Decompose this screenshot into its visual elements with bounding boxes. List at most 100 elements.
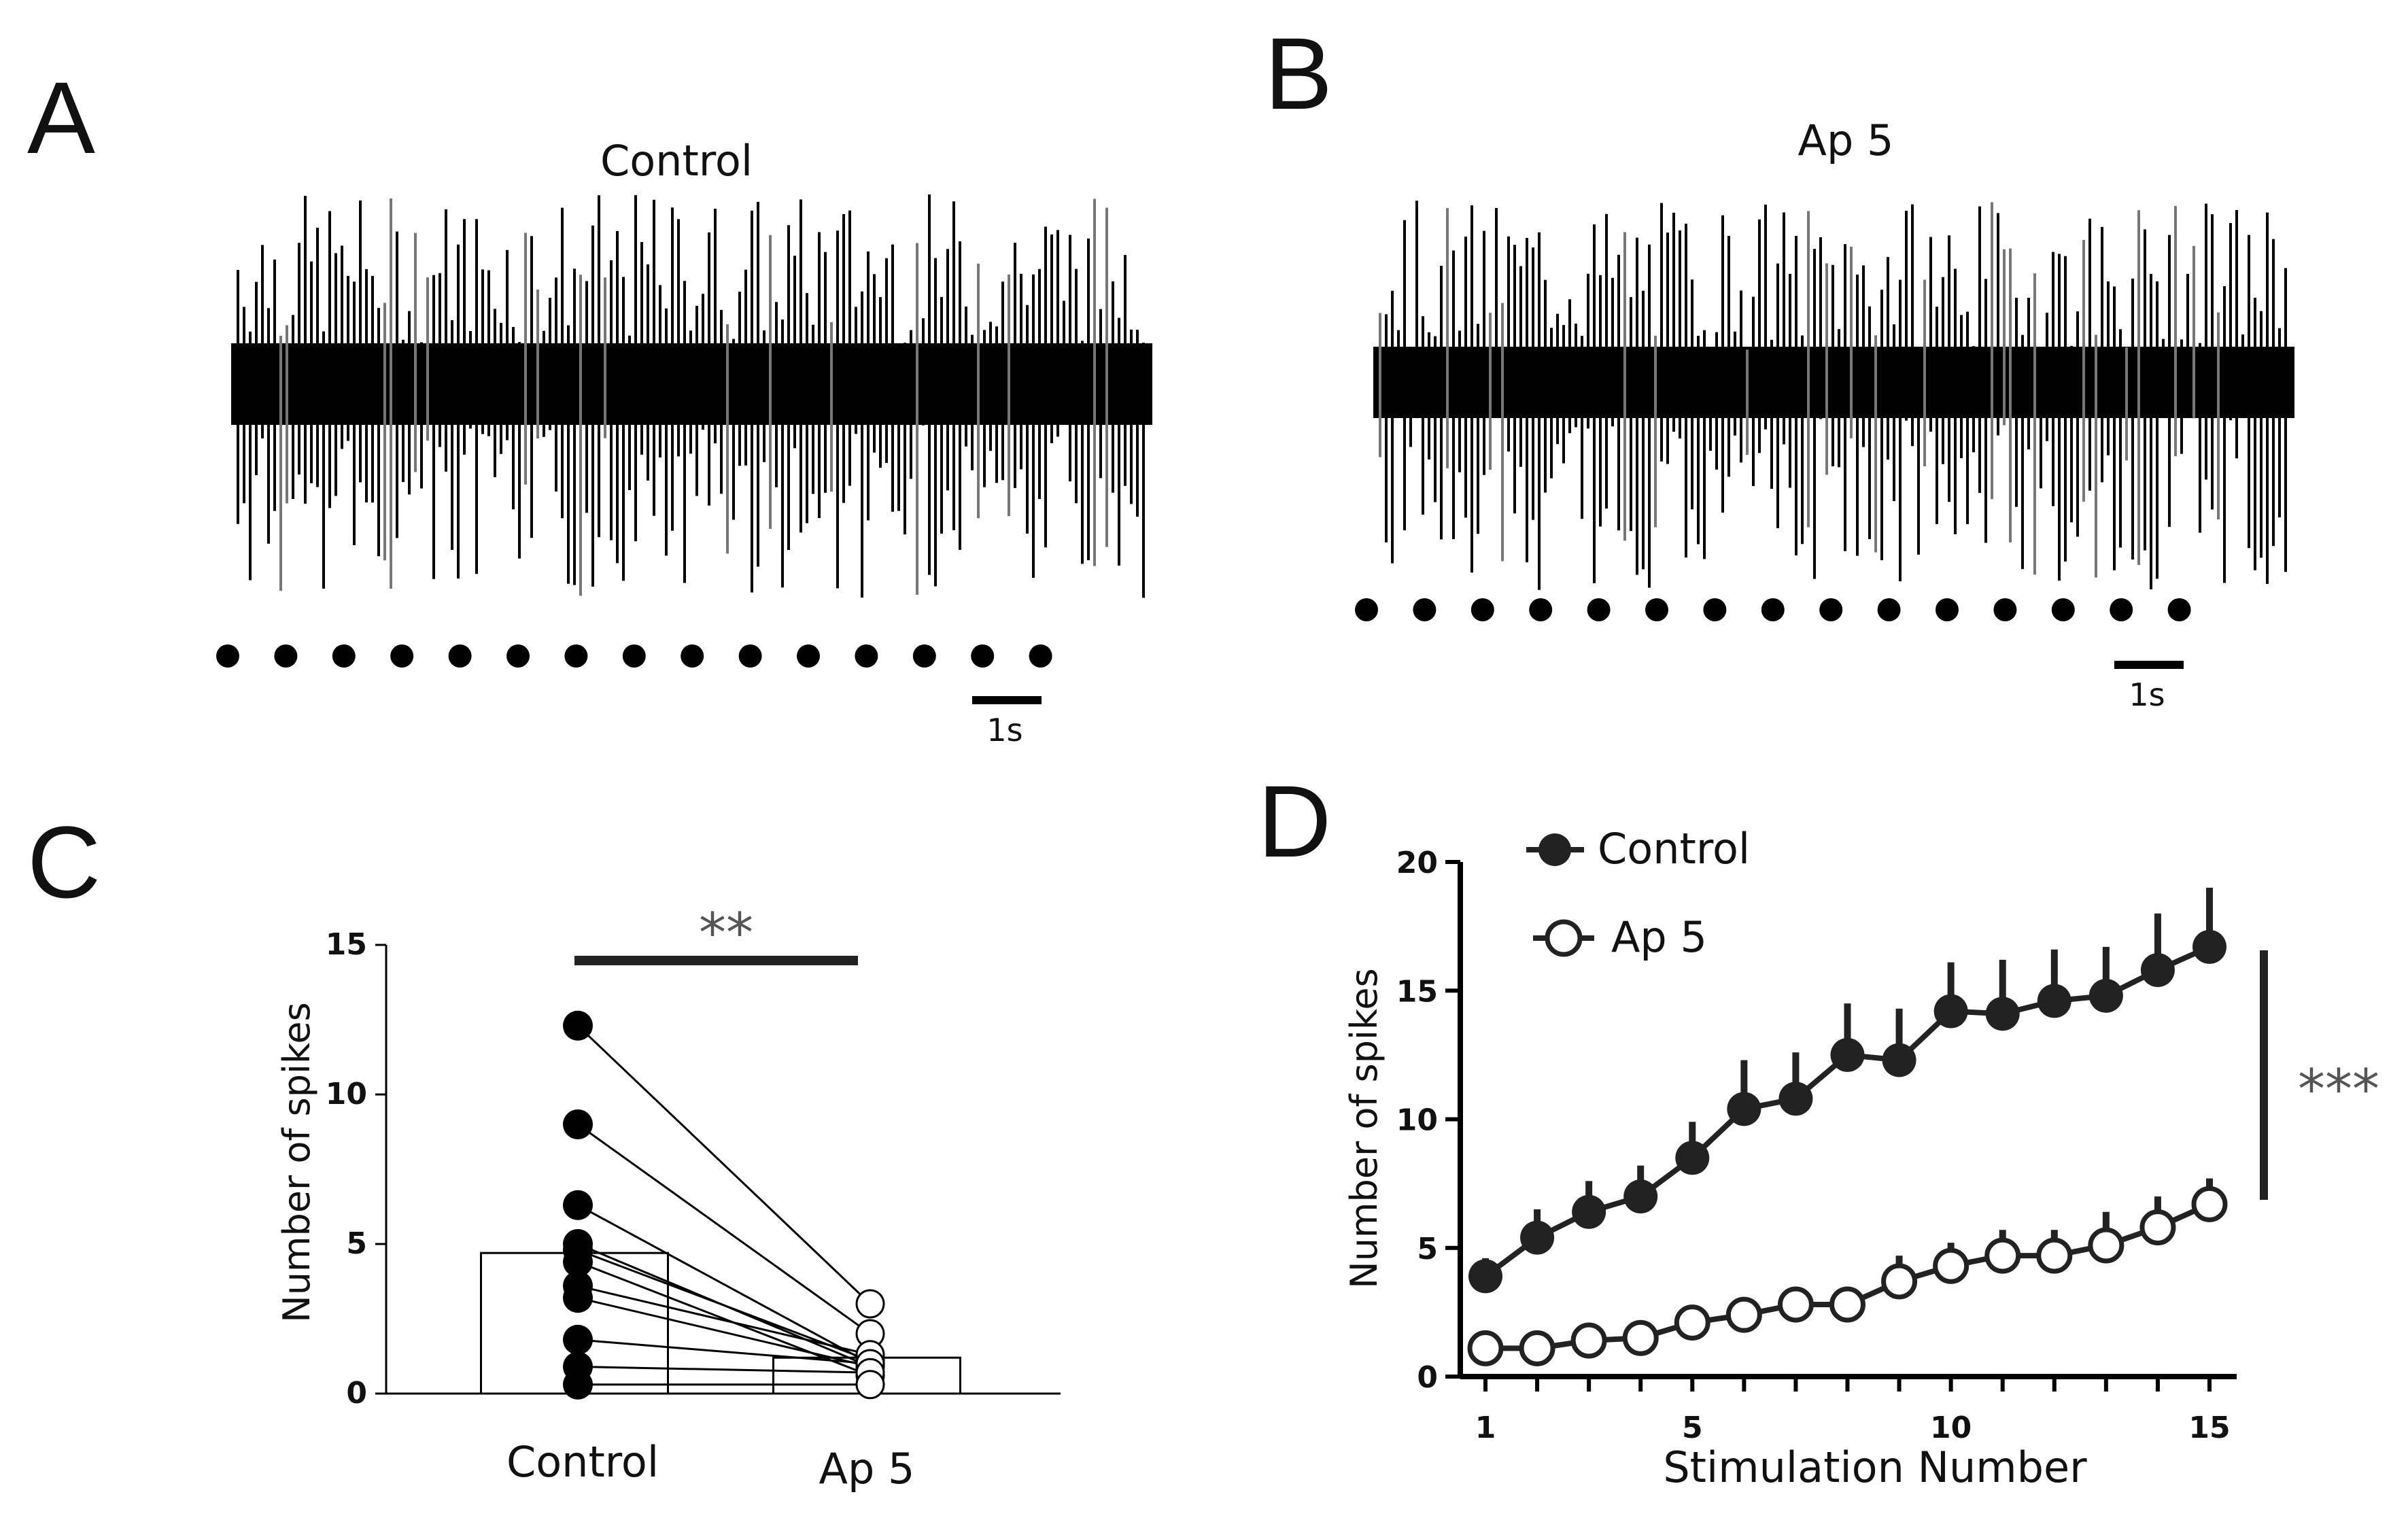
panel-a-scalebar-label: 1s — [986, 712, 1022, 748]
panel-b-spikes — [1379, 201, 2287, 590]
stimulus-marker — [1355, 598, 1378, 621]
panel-d-x-tick-label: 15 — [2188, 1411, 2230, 1445]
panel-b-trace-figure: Ap 5 1s — [1355, 116, 2294, 713]
panel-d-y-tick-label: 10 — [1396, 1103, 1438, 1138]
panel-d-x-axis-label: Stimulation Number — [1663, 1443, 2087, 1492]
panel-d-point-ap5 — [1933, 1247, 1970, 1284]
stimulus-marker — [1529, 598, 1553, 621]
panel-d-x-tick-label: 5 — [1682, 1411, 1703, 1445]
stimulus-marker — [332, 644, 356, 668]
panel-d-point-ap5 — [2139, 1209, 2176, 1245]
panel-c-category-control: Control — [506, 1437, 659, 1487]
panel-c-paired-line — [577, 1339, 871, 1365]
panel-d-point-control — [1778, 1082, 1813, 1116]
panel-d-point-control — [1830, 1037, 1865, 1072]
panel-c-paired-line — [577, 1261, 871, 1377]
legend-control-label: Control — [1598, 824, 1750, 874]
stimulus-marker — [912, 644, 936, 668]
panel-c-y-tick-label: 5 — [346, 1226, 367, 1261]
panel-c-paired-line — [577, 1204, 871, 1365]
panel-d-y-tick-label: 15 — [1396, 974, 1438, 1009]
legend-ap5-marker — [1545, 919, 1583, 957]
panel-d-y-ticks: 0 5 10 15 20 — [1396, 846, 1460, 1395]
panel-d-point-ap5 — [1467, 1330, 1504, 1366]
panel-c-paired-line — [577, 1296, 871, 1368]
stimulus-marker — [1029, 644, 1052, 668]
panel-c-point-control — [563, 1190, 593, 1220]
panel-d-point-ap5 — [1570, 1322, 1607, 1359]
stimulus-marker — [1936, 598, 1959, 621]
stimulus-marker — [1470, 598, 1494, 621]
panel-c-point-ap5 — [855, 1370, 885, 1400]
panel-c-paired-lines — [577, 1024, 872, 1386]
panel-c-paired-line — [577, 1123, 871, 1335]
panel-d-point-control — [1882, 1043, 1916, 1077]
panel-d-y-tick-label: 20 — [1396, 846, 1438, 880]
panel-d-point-control — [2037, 984, 2071, 1018]
panel-d-point-control — [2192, 929, 2226, 964]
stimulus-marker — [448, 644, 472, 668]
panel-c-y-tick-label: 10 — [326, 1077, 367, 1111]
stimulus-marker — [506, 644, 530, 668]
panel-d-point-ap5 — [2191, 1186, 2228, 1222]
stimulus-marker — [2051, 598, 2075, 621]
panel-b-stimulus-markers — [1355, 598, 2191, 621]
panel-d-point-ap5 — [1519, 1330, 1555, 1366]
panel-d-point-control — [2140, 952, 2175, 987]
panel-d-y-tick-label: 0 — [1417, 1360, 1438, 1395]
panel-d-point-control — [1727, 1092, 1761, 1126]
panel-a-trace-figure: Control 1s — [216, 136, 1152, 748]
panel-d-point-ap5 — [2036, 1237, 2073, 1274]
stimulus-marker — [681, 644, 704, 668]
stimulus-marker — [855, 644, 878, 668]
panel-d-x-tick-label: 10 — [1930, 1411, 1972, 1445]
panel-c-significance-label: ** — [699, 901, 753, 965]
panel-d-x-ticks: 1 5 10 15 — [1475, 1377, 2231, 1445]
panel-d-point-ap5 — [1674, 1305, 1710, 1341]
panel-letter-b: B — [1265, 16, 1332, 131]
panel-c-paired-line — [577, 1365, 871, 1374]
panel-c-point-control — [563, 1010, 593, 1041]
stimulus-marker — [1703, 598, 1727, 621]
panel-letter-d: D — [1258, 764, 1331, 878]
stimulus-marker — [797, 644, 820, 668]
stimulus-marker — [1877, 598, 1901, 621]
panel-c-paired-line — [577, 1024, 872, 1305]
stimulus-marker — [216, 644, 239, 668]
panel-c-point-ap5 — [855, 1289, 885, 1319]
panel-d-legend: Control Ap 5 — [1526, 824, 1750, 962]
panel-d-point-ap5 — [1881, 1263, 1918, 1300]
stimulus-marker — [1761, 598, 1785, 621]
stimulus-marker — [274, 644, 298, 668]
panel-b-scalebar-label: 1s — [2129, 676, 2165, 713]
stimulus-marker — [2167, 598, 2191, 621]
panel-c-point-control — [563, 1109, 593, 1139]
stimulus-marker — [2110, 598, 2133, 621]
panel-a-spikes — [237, 194, 1145, 598]
panel-c-bar-chart: 0 5 10 15 Number of spikes Control Ap 5 ** — [275, 901, 1061, 1493]
panel-d-point-ap5 — [1777, 1286, 1814, 1323]
panel-d-y-axis-label: Number of spikes — [1343, 968, 1386, 1288]
stimulus-marker — [1413, 598, 1437, 621]
stimulus-marker — [564, 644, 588, 668]
panel-d-point-ap5 — [2088, 1227, 2125, 1264]
panel-letter-c: C — [27, 805, 101, 919]
panel-d-x-tick-label: 1 — [1475, 1411, 1496, 1445]
panel-d-significance-label: *** — [2298, 1058, 2379, 1121]
panel-d-point-control — [1985, 997, 2020, 1031]
panel-b-title: Ap 5 — [1798, 116, 1894, 165]
panel-c-point-control — [563, 1283, 593, 1313]
stimulus-marker — [622, 644, 646, 668]
panel-d-point-control — [1675, 1141, 1710, 1175]
stimulus-marker — [738, 644, 762, 668]
panel-d-point-ap5 — [1829, 1286, 1865, 1323]
panel-c-point-control — [563, 1247, 593, 1277]
panel-c-y-tick-label: 15 — [326, 927, 367, 962]
panel-d-point-control — [1933, 994, 1968, 1029]
panel-d-point-ap5 — [1725, 1296, 1762, 1333]
panel-c-point-control — [563, 1324, 593, 1355]
legend-control-marker — [1538, 833, 1571, 866]
stimulus-marker — [1587, 598, 1611, 621]
panel-d-point-control — [2088, 978, 2123, 1013]
